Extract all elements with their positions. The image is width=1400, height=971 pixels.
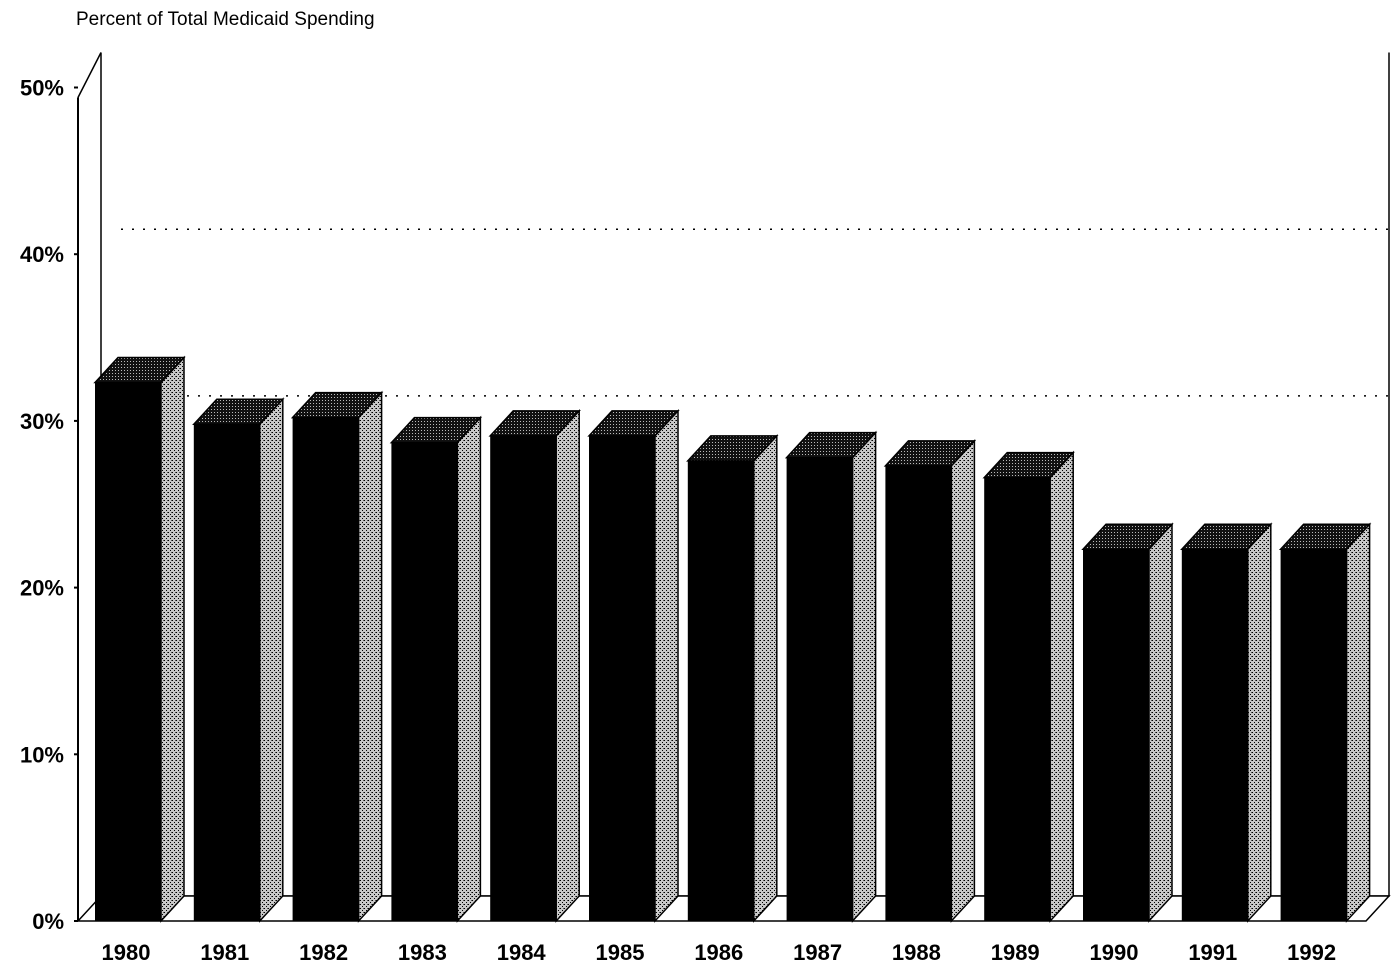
x-tick-label: 1991 xyxy=(1188,940,1237,965)
bar xyxy=(95,382,161,922)
x-tick-label: 1986 xyxy=(694,940,743,965)
bar-side xyxy=(160,355,185,923)
bar-side xyxy=(357,390,383,923)
bar-side xyxy=(259,397,284,923)
bar-side xyxy=(950,438,976,923)
bar xyxy=(391,442,458,921)
bar xyxy=(193,424,260,921)
bar xyxy=(1181,549,1248,921)
x-tick-label: 1983 xyxy=(398,940,447,965)
x-tick-label: 1980 xyxy=(102,940,151,965)
y-tick-label: 50% xyxy=(20,76,64,101)
bar-side xyxy=(1049,450,1074,923)
bar xyxy=(589,435,655,921)
bar xyxy=(490,435,557,921)
bar xyxy=(786,457,853,921)
x-tick-label: 1987 xyxy=(793,940,842,965)
bar xyxy=(292,417,359,921)
y-tick-label: 20% xyxy=(20,576,64,601)
x-tick-label: 1985 xyxy=(596,940,645,965)
y-tick-label: 30% xyxy=(20,409,64,434)
chart-title: Percent of Total Medicaid Spending xyxy=(76,9,375,30)
bar-side xyxy=(851,430,877,923)
bar-side xyxy=(1148,522,1173,923)
x-tick-label: 1992 xyxy=(1287,940,1336,965)
bar-side xyxy=(654,408,679,923)
x-tick-label: 1981 xyxy=(200,940,249,965)
x-tick-label: 1988 xyxy=(892,940,941,965)
labels: 0% 10% 20% 30% 40% 50% 1980 1981 1982 1983 1984 198… xyxy=(20,76,1336,966)
bar xyxy=(1083,549,1149,921)
y-tick-label: 0% xyxy=(32,909,64,934)
x-tick-label: 1984 xyxy=(497,940,547,965)
bar xyxy=(687,460,754,921)
bar xyxy=(885,465,952,921)
bar xyxy=(1280,549,1347,921)
bar-side xyxy=(1247,522,1272,923)
bar-side xyxy=(456,415,482,923)
x-tick-label: 1990 xyxy=(1090,940,1139,965)
wall-edge xyxy=(77,52,102,98)
y-tick-label: 40% xyxy=(20,242,64,267)
bar-side xyxy=(555,408,580,923)
bar-side xyxy=(1345,522,1371,923)
x-tick-label: 1989 xyxy=(991,940,1040,965)
bars xyxy=(93,355,1372,923)
y-tick-label: 10% xyxy=(20,742,64,767)
bar xyxy=(984,477,1051,921)
x-tick-label: 1982 xyxy=(299,940,348,965)
bar-side xyxy=(753,433,778,923)
